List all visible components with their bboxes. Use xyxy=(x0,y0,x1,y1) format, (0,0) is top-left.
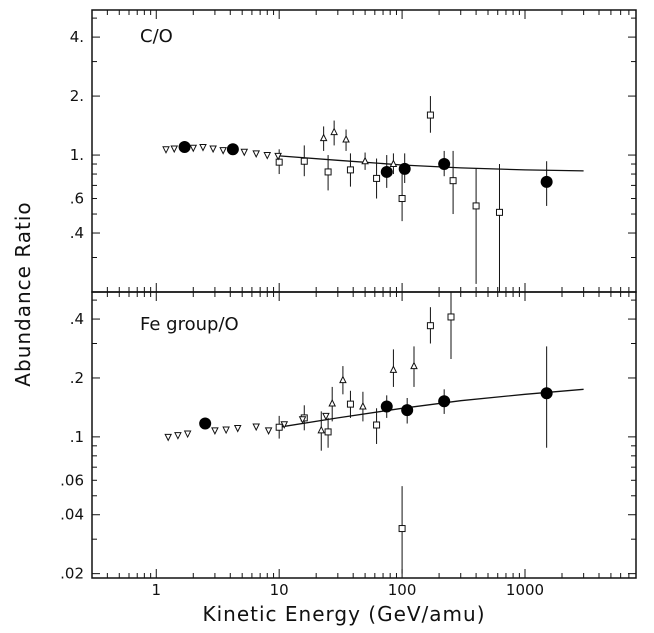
y-tick-label: .06 xyxy=(60,471,84,489)
y-tick-label: .6 xyxy=(70,190,84,208)
data-point-open-triangle-up xyxy=(328,398,337,407)
data-point-open-triangle-up xyxy=(317,425,326,434)
y-tick-label: 1. xyxy=(70,146,84,164)
data-point-open-triangle-down xyxy=(209,145,217,154)
data-point-open-triangle-down xyxy=(199,143,207,152)
data-point-open-triangle-down xyxy=(162,146,170,154)
data-point-open-triangle-down xyxy=(183,430,192,439)
data-point-open-square xyxy=(472,202,480,210)
panel-c-o-label: C/O xyxy=(140,26,173,47)
data-point-open-square xyxy=(373,421,381,429)
data-point-open-triangle-up xyxy=(342,134,350,143)
data-point-open-triangle-down xyxy=(219,147,227,155)
data-point-filled-circle xyxy=(540,175,553,188)
data-point-open-square xyxy=(324,168,332,176)
panel-fe-group-o: Fe group/O .02 .04 .06 .1 .2 .4 xyxy=(60,291,637,583)
data-point-open-square xyxy=(324,428,332,436)
x-tick-label: 1000 xyxy=(506,581,544,599)
data-point-open-triangle-down xyxy=(252,150,260,158)
panel-c-o: C/O .4 .6 1. 2. 4. xyxy=(70,9,637,293)
data-point-open-square xyxy=(398,525,406,533)
data-point-open-square xyxy=(398,195,406,203)
data-point-filled-circle xyxy=(226,143,239,156)
data-point-open-square xyxy=(426,322,434,330)
data-point-open-square xyxy=(346,166,354,174)
data-point-open-triangle-down xyxy=(189,144,198,153)
data-point-open-triangle-down xyxy=(174,432,182,440)
data-point-open-square xyxy=(447,313,455,321)
data-point-open-triangle-up xyxy=(330,127,338,136)
data-point-open-triangle-down xyxy=(170,145,179,154)
x-tick-label: 10 xyxy=(270,581,289,599)
data-point-filled-circle xyxy=(380,400,393,413)
data-point-open-triangle-down xyxy=(280,421,289,429)
data-point-filled-circle xyxy=(438,395,451,408)
data-point-open-triangle-down xyxy=(211,427,219,435)
data-point-filled-circle xyxy=(540,387,553,400)
y-tick-label: .1 xyxy=(70,428,84,446)
data-point-open-square xyxy=(495,208,503,216)
data-point-filled-circle xyxy=(199,417,212,430)
y-tick-label: .04 xyxy=(60,506,84,524)
data-point-open-triangle-up xyxy=(410,361,418,370)
data-point-open-triangle-up xyxy=(359,401,367,410)
y-tick-label: .4 xyxy=(70,310,84,328)
data-point-open-triangle-down xyxy=(322,412,330,421)
y-tick-label: .2 xyxy=(70,369,84,387)
data-point-open-triangle-down xyxy=(263,152,272,160)
data-point-open-triangle-down xyxy=(164,433,172,442)
y-tick-label: 2. xyxy=(70,87,84,105)
x-axis-title: Kinetic Energy (GeV/amu) xyxy=(202,602,485,626)
data-point-open-triangle-up xyxy=(389,159,398,168)
data-point-open-triangle-down xyxy=(298,416,307,424)
data-point-open-square xyxy=(300,157,308,165)
data-point-open-square xyxy=(373,174,381,182)
data-point-open-triangle-up xyxy=(319,133,328,142)
data-point-open-square xyxy=(275,423,283,431)
data-point-open-triangle-down xyxy=(264,427,273,435)
x-tick-label: 1 xyxy=(151,581,161,599)
panel-fe-group-o-label: Fe group/O xyxy=(140,314,239,335)
data-point-filled-circle xyxy=(438,158,451,171)
panel-fe-group-o-frame xyxy=(91,291,637,579)
x-axis: 1 10 100 1000 xyxy=(91,10,637,599)
y-tick-label: 4. xyxy=(70,28,84,46)
data-point-open-triangle-down xyxy=(240,148,249,157)
data-point-open-triangle-down xyxy=(233,425,242,433)
y-axis-title: Abundance Ratio xyxy=(11,201,35,386)
data-point-filled-circle xyxy=(178,140,191,153)
y-tick-label: .4 xyxy=(70,224,84,242)
data-point-open-square xyxy=(449,177,457,185)
data-point-open-triangle-down xyxy=(252,423,260,432)
y-tick-label: .02 xyxy=(60,565,84,583)
x-tick-label: 100 xyxy=(388,581,417,599)
fit-line xyxy=(279,388,584,428)
data-point-open-square xyxy=(275,158,283,166)
data-point-open-triangle-down xyxy=(274,152,282,161)
data-point-filled-circle xyxy=(380,165,393,178)
data-point-open-triangle-down xyxy=(222,426,230,435)
data-point-filled-circle xyxy=(398,162,411,175)
data-point-filled-circle xyxy=(401,404,414,417)
data-point-open-triangle-up xyxy=(339,375,347,384)
data-point-open-square xyxy=(346,400,354,408)
data-point-open-square xyxy=(426,111,434,119)
data-point-open-triangle-up xyxy=(389,365,398,373)
data-point-open-triangle-up xyxy=(361,156,369,165)
